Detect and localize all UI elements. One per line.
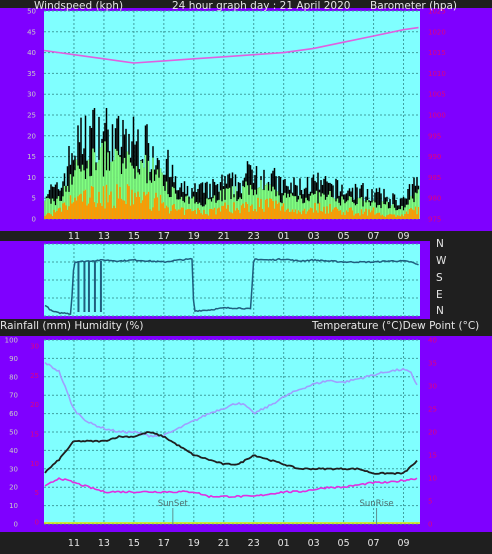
pressure-y-tick-label: 1015 [428,49,446,57]
pressure-axis-label: Barometer (hpa) [370,0,458,12]
temperature-line [44,431,418,475]
wind-x-tick-label: 11 [68,231,80,242]
wind-x-tick-label: 09 [397,231,409,242]
humidity-y-tick-label: 90 [9,355,18,363]
pressure-y-tick-label: 1000 [428,112,446,120]
compass-label-w: W [436,255,447,267]
wind-x-tick-label: 03 [308,231,320,242]
humidity-y-tick-label: 60 [9,410,18,418]
temp-x-tick-label: 01 [278,538,290,549]
wind-x-tick-label: 01 [278,231,290,242]
temp-x-tick-label: 05 [338,538,350,549]
compass-label-n-bottom: N [436,305,444,317]
rain-y-tick-label: 30 [30,343,39,351]
pressure-y-tick-label: 985 [428,174,441,182]
sunset-label: SunSet [158,499,189,509]
temp-y-tick-label: 15 [428,452,437,460]
compass-label-s: S [436,272,443,284]
humidity-y-tick-label: 100 [5,337,18,345]
wind-y-tick-label: 40 [27,49,36,57]
wind-y-tick-label: 15 [27,153,36,161]
temp-y-tick-label: 0 [428,521,432,529]
wind-x-tick-label: 17 [158,231,170,242]
temp-x-tick-label: 15 [128,538,140,549]
temp-y-tick-label: 40 [428,337,437,345]
humidity-y-tick-label: 70 [9,392,18,400]
temp-y-tick-label: 35 [428,360,437,368]
humidity-y-tick-label: 0 [14,521,18,529]
wind-x-tick-label: 21 [218,231,230,242]
pressure-y-tick-label: 995 [428,132,441,140]
wind-y-tick-label: 25 [27,112,36,120]
wind-x-tick-label: 05 [338,231,350,242]
temp-y-tick-label: 25 [428,406,437,414]
temp-y-tick-label: 10 [428,475,437,483]
wind-x-tick-label: 07 [368,231,380,242]
wind-y-tick-label: 0 [32,216,36,224]
rain-y-tick-label: 0 [35,519,39,527]
temp-y-tick-label: 5 [428,498,432,506]
wind-x-tick-label: 19 [188,231,200,242]
pressure-y-tick-label: 1020 [428,28,446,36]
wind-x-tick-label: 15 [128,231,140,242]
humidity-y-tick-label: 10 [9,502,18,510]
humidity-y-tick-label: 20 [9,484,18,492]
wind-y-tick-label: 30 [27,91,36,99]
chart-title: 24 hour graph day : 21 April 2020 [172,0,351,12]
pressure-y-tick-label: 975 [428,216,441,224]
wind-direction-line [44,257,419,315]
wind-y-tick-label: 35 [27,70,36,78]
sunrise-label: SunRise [360,499,394,509]
wind-y-tick-label: 45 [27,28,36,36]
wind-x-tick-label: 23 [248,231,260,242]
temp-x-tick-label: 17 [158,538,170,549]
temp-x-tick-label: 13 [98,538,110,549]
temp-x-tick-label: 21 [218,538,230,549]
temp-x-tick-label: 11 [68,538,80,549]
humidity-y-tick-label: 80 [9,373,18,381]
temp-x-tick-label: 09 [397,538,409,549]
rain-humidity-axis-label: Rainfall (mm) Humidity (%) [0,320,144,332]
wind-y-tick-label: 20 [27,132,36,140]
compass-label-n-top: N [436,238,444,250]
pressure-y-tick-label: 990 [428,153,441,161]
wind-low-series [44,184,420,219]
temp-y-tick-label: 20 [428,429,437,437]
pressure-y-tick-label: 980 [428,195,441,203]
rain-y-tick-label: 25 [30,372,39,380]
rain-y-tick-label: 5 [35,489,39,497]
temp-dewpoint-axis-label: Temperature (°C)Dew Point (°C) [312,320,480,332]
temp-x-tick-label: 03 [308,538,320,549]
wind-axis-label: Windspeed (kph) [34,0,124,12]
wind-y-tick-label: 10 [27,174,36,182]
temp-x-tick-label: 07 [368,538,380,549]
wind-y-tick-label: 5 [32,195,36,203]
rain-y-tick-label: 10 [30,460,39,468]
compass-label-e: E [436,289,443,301]
humidity-line [44,361,418,438]
temp-x-tick-label: 19 [188,538,200,549]
humidity-y-tick-label: 30 [9,465,18,473]
dewpoint-line [44,477,418,499]
rain-y-tick-label: 20 [30,401,39,409]
pressure-y-tick-label: 1005 [428,91,446,99]
temp-x-tick-label: 23 [248,538,260,549]
wind-x-tick-label: 13 [98,231,110,242]
pressure-line [43,26,419,64]
humidity-y-tick-label: 50 [9,429,18,437]
rain-y-tick-label: 15 [30,431,39,439]
wind-y-tick-label: 50 [27,8,36,16]
temp-y-tick-label: 30 [428,383,437,391]
pressure-y-tick-label: 1010 [428,70,446,78]
humidity-y-tick-label: 40 [9,447,18,455]
pressure-y-tick-label: 1025 [428,8,446,16]
